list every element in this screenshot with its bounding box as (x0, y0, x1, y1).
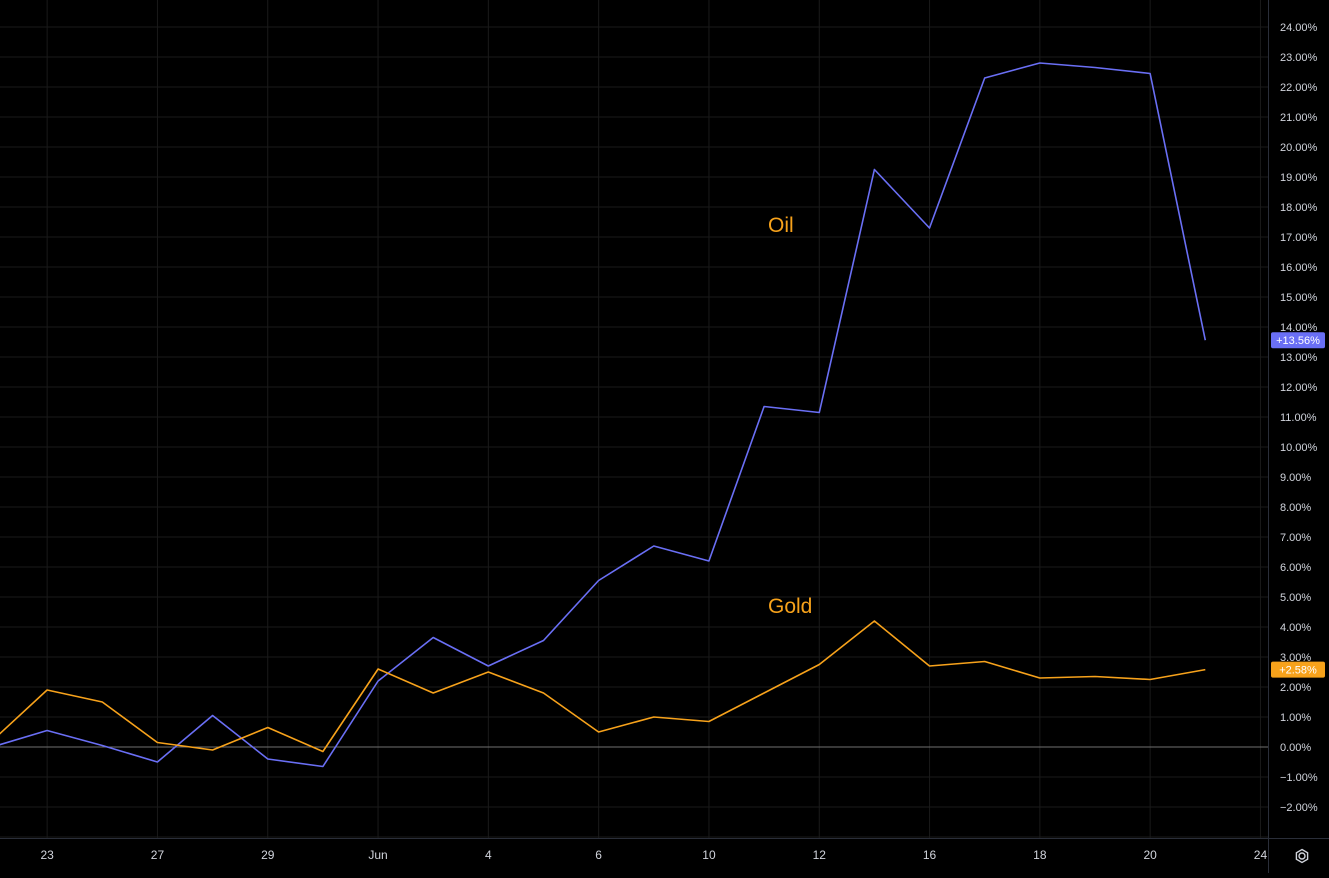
y-tick-label: 8.00% (1280, 502, 1311, 514)
gear-icon (1295, 848, 1309, 864)
y-tick-label: 23.00% (1280, 52, 1318, 64)
x-tick-label: Jun (368, 848, 387, 862)
x-tick-label: 10 (702, 848, 716, 862)
x-tick-label: 20 (1143, 848, 1157, 862)
y-tick-label: 20.00% (1280, 142, 1318, 154)
x-axis[interactable]: 23 27 29 Jun 4 6 10 12 16 18 20 24 (0, 838, 1329, 863)
y-tick-label: 12.00% (1280, 382, 1318, 394)
y-tick-label: 6.00% (1280, 562, 1311, 574)
settings-button[interactable] (1290, 844, 1314, 868)
x-tick-label: 16 (923, 848, 937, 862)
y-axis[interactable]: −2.00% −1.00% 0.00% 1.00% 2.00% 3.00% 4.00% 5.0… (1268, 0, 1318, 873)
last-value-badge-oil (1271, 332, 1325, 349)
y-tick-label: −2.00% (1280, 802, 1318, 814)
y-tick-label: 14.00% (1280, 322, 1318, 334)
x-tick-label: 24 (1254, 848, 1268, 862)
last-value-label-oil: +13.56% (1276, 335, 1320, 347)
x-tick-label: 29 (261, 848, 275, 862)
y-tick-label: 22.00% (1280, 82, 1318, 94)
y-tick-label: 0.00% (1280, 742, 1311, 754)
y-tick-label: 21.00% (1280, 112, 1318, 124)
last-value-badges: +13.56% +2.58% (1271, 332, 1325, 678)
y-tick-label: 2.00% (1280, 682, 1311, 694)
y-tick-label: 10.00% (1280, 442, 1318, 454)
y-tick-label: 17.00% (1280, 232, 1318, 244)
series-line-oil (0, 62, 1207, 768)
series-lines (0, 62, 1207, 768)
y-tick-label: 9.00% (1280, 472, 1311, 484)
y-tick-label: 19.00% (1280, 172, 1318, 184)
y-tick-label: 15.00% (1280, 292, 1318, 304)
y-tick-label: 4.00% (1280, 622, 1311, 634)
y-tick-label: 24.00% (1280, 22, 1318, 34)
y-tick-label: 13.00% (1280, 352, 1318, 364)
annotation-gold: Gold (768, 595, 812, 618)
annotations: Oil Gold (768, 214, 812, 618)
y-tick-label: 3.00% (1280, 652, 1311, 664)
last-value-badge-gold (1271, 661, 1325, 678)
x-tick-label: 4 (485, 848, 492, 862)
y-tick-label: 7.00% (1280, 532, 1311, 544)
y-tick-label: 5.00% (1280, 592, 1311, 604)
x-tick-label: 18 (1033, 848, 1047, 862)
y-tick-label: −1.00% (1280, 772, 1318, 784)
x-tick-label: 6 (595, 848, 602, 862)
annotation-oil: Oil (768, 214, 794, 237)
last-value-label-gold: +2.58% (1279, 665, 1317, 677)
series-line-gold (0, 620, 1206, 753)
x-tick-label: 12 (813, 848, 827, 862)
y-tick-label: 11.00% (1280, 412, 1317, 424)
grid (0, 0, 1268, 838)
y-tick-label: 18.00% (1280, 202, 1318, 214)
y-tick-label: 16.00% (1280, 262, 1318, 274)
y-tick-label: 1.00% (1280, 712, 1311, 724)
x-tick-label: 23 (40, 848, 54, 862)
x-tick-label: 27 (151, 848, 165, 862)
